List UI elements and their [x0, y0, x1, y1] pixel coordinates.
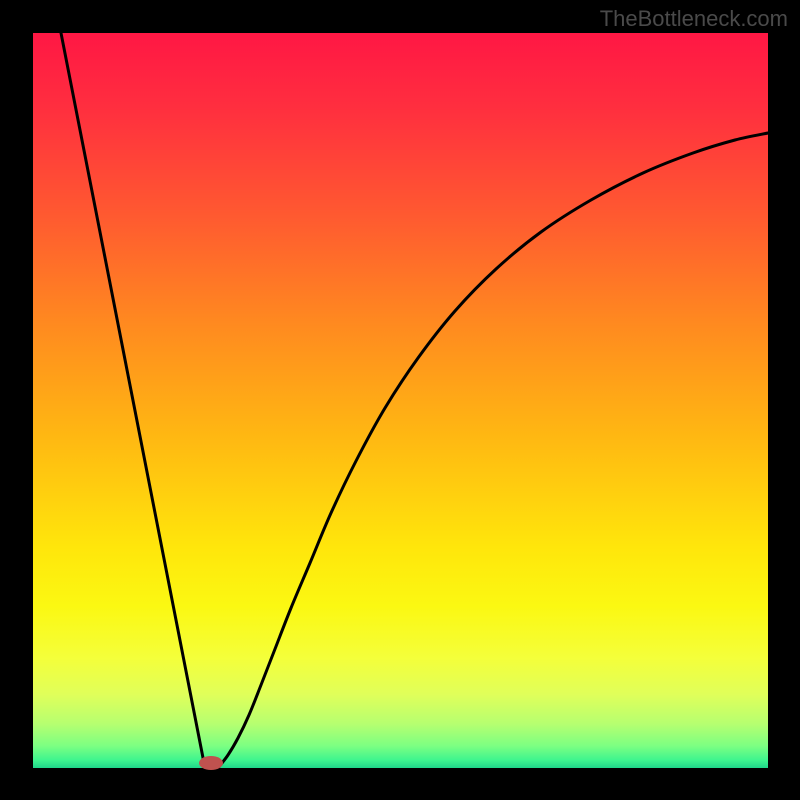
bottleneck-chart — [33, 33, 768, 768]
watermark-text: TheBottleneck.com — [600, 6, 788, 32]
bottleneck-minimum-marker — [199, 756, 223, 770]
bottleneck-curve — [33, 33, 768, 768]
